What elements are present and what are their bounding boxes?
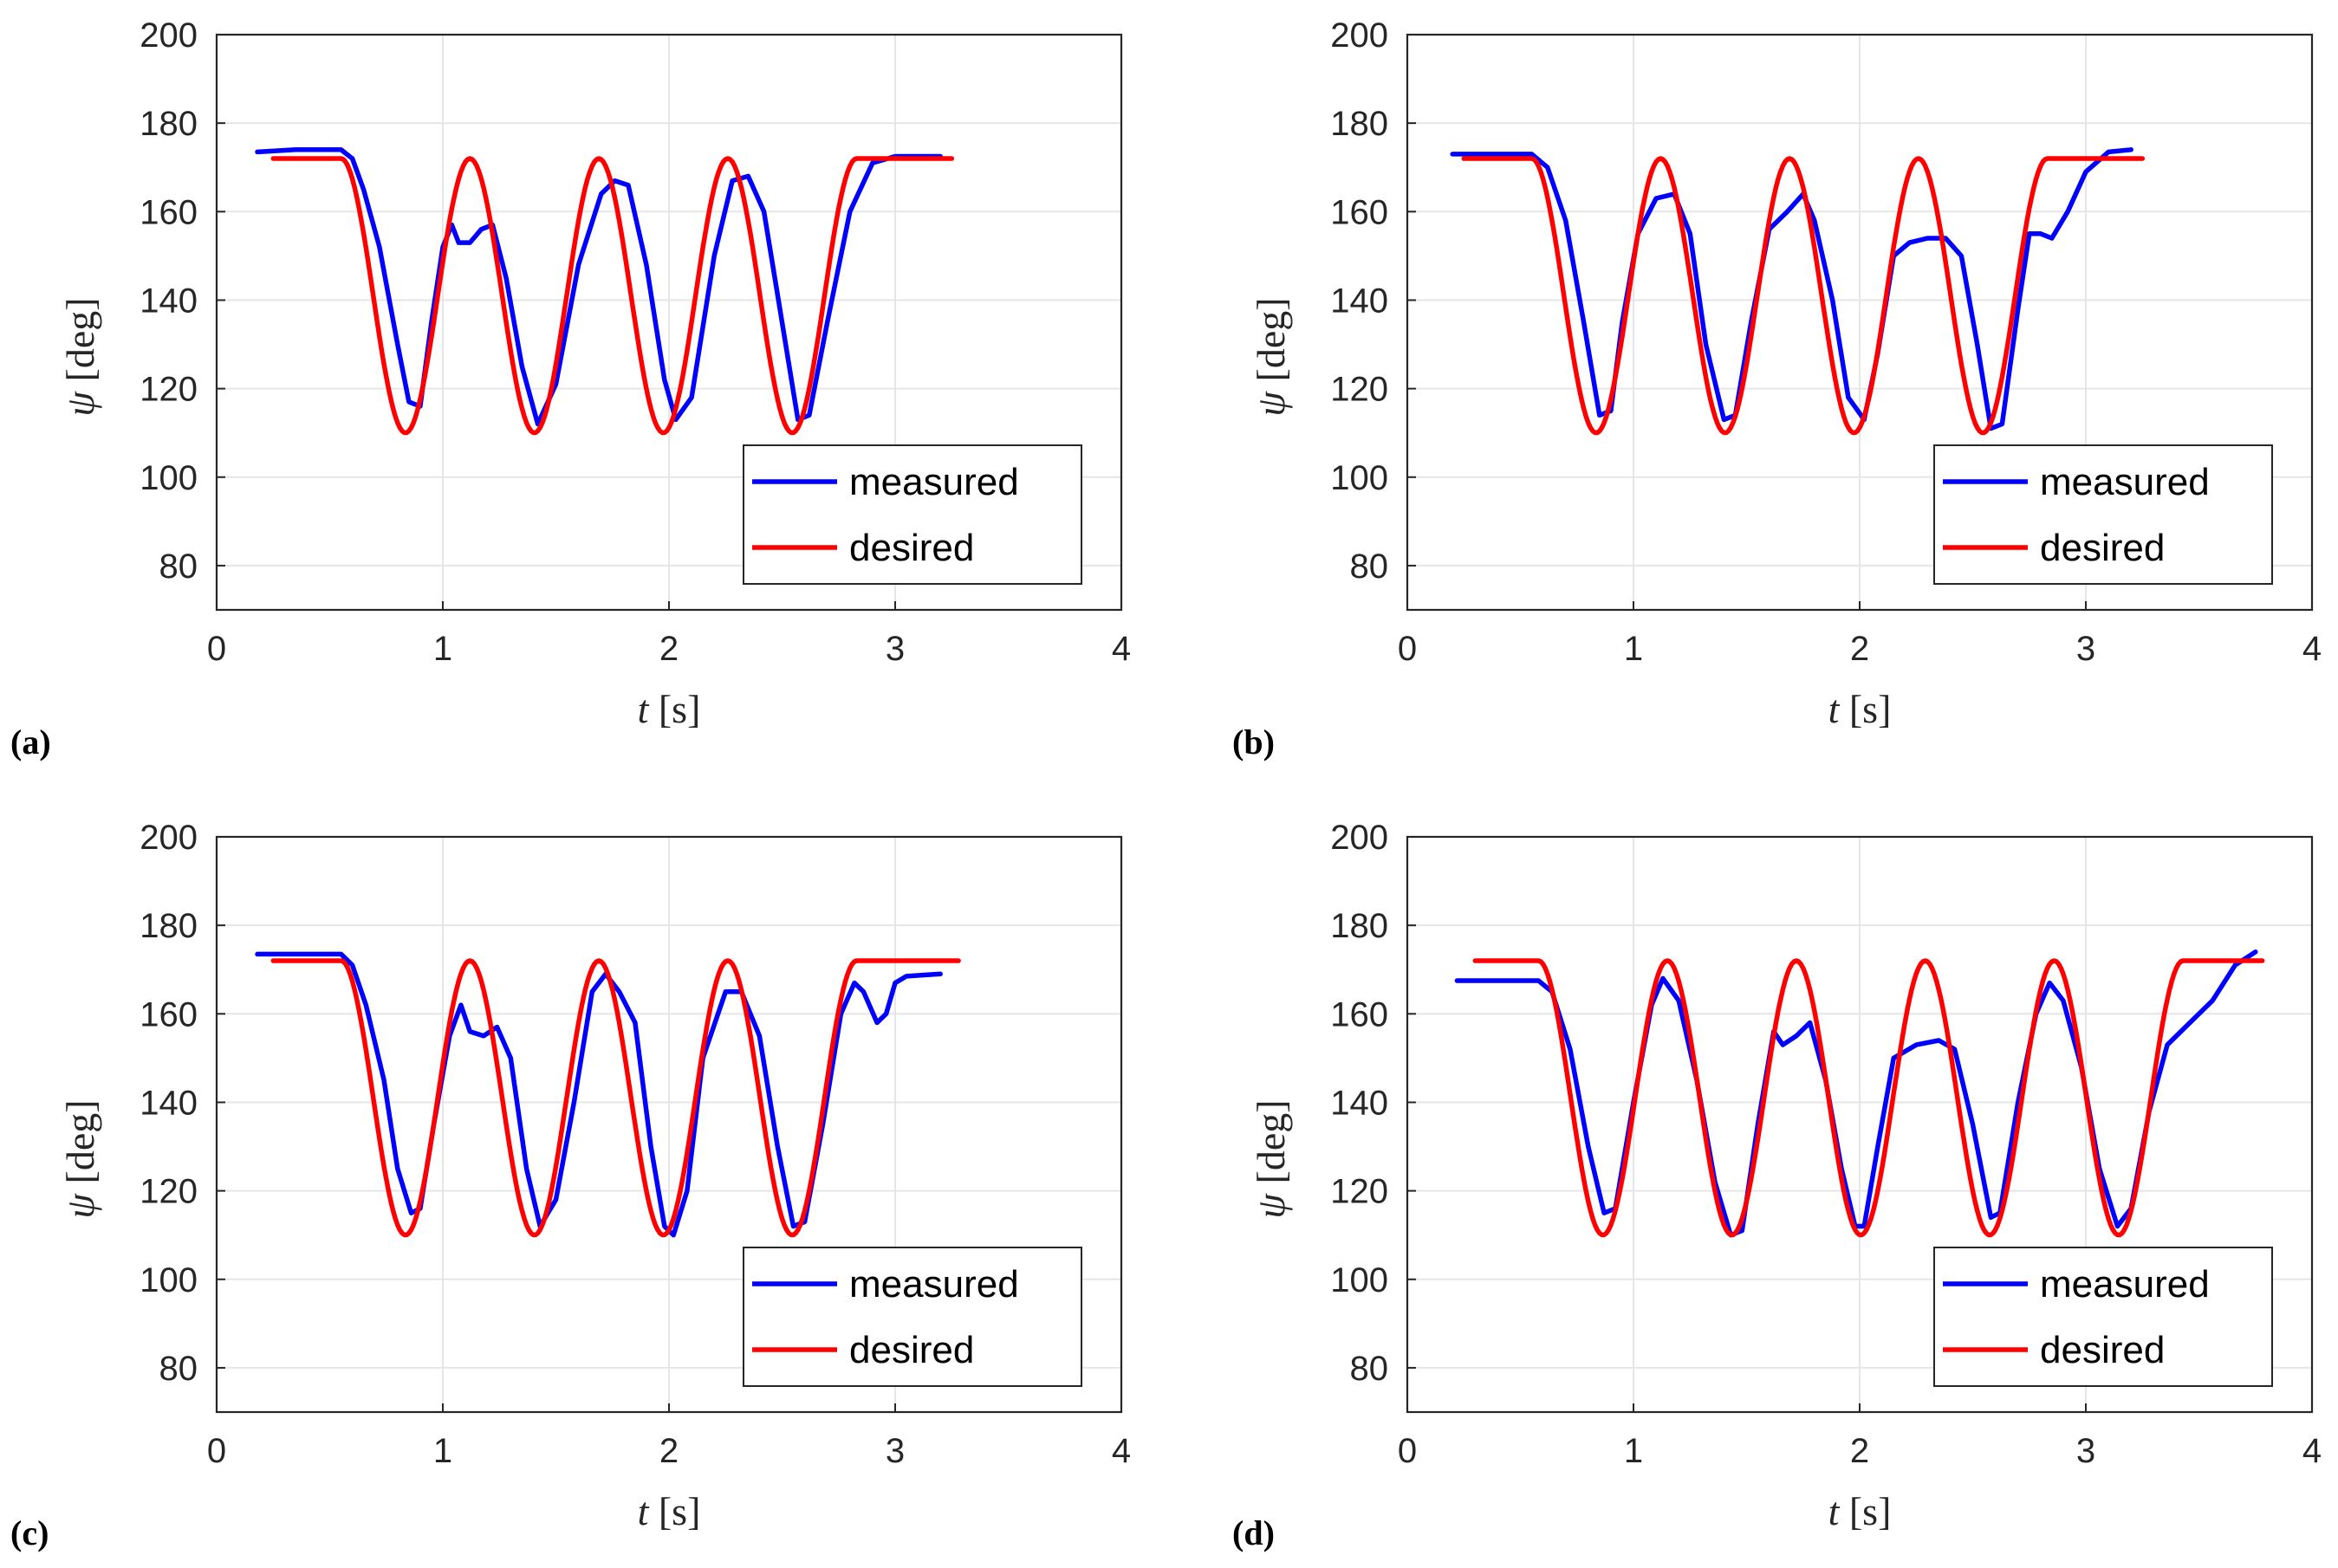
y-tick-label: 120 [1330,371,1388,409]
y-axis-label: ψ [deg] [1249,297,1293,416]
y-tick-label: 160 [140,193,198,231]
x-tick-label: 4 [2302,1432,2322,1470]
y-tick-label: 160 [1330,995,1388,1033]
legend-label-measured: measured [2040,461,2210,503]
x-tick-label: 0 [1398,1432,1417,1470]
x-tick-label: 1 [1624,630,1643,668]
x-tick-label: 2 [659,1432,679,1470]
y-axis-label: ψ [deg] [58,297,102,416]
series-desired [1461,156,2146,436]
y-axis-label: ψ [deg] [1249,1099,1293,1218]
panel-label: (c) [10,1513,49,1552]
y-tick-label: 140 [1330,282,1388,320]
y-tick-label: 180 [1330,105,1388,143]
y-tick-label: 120 [140,371,198,409]
legend-box [1933,444,2273,585]
legend-label-desired: desired [2040,1329,2165,1371]
y-tick-label: 100 [1330,1261,1388,1299]
x-tick-label: 1 [433,1432,452,1470]
x-tick-label: 4 [1112,630,1131,668]
series-desired [270,156,955,436]
y-tick-label: 140 [140,282,198,320]
x-axis-label: t [s] [638,687,701,731]
x-tick-label: 4 [1112,1432,1131,1470]
x-tick-label: 2 [1850,630,1869,668]
legend-label-desired: desired [849,527,974,569]
series-measured [255,951,943,1238]
series-measured [255,147,943,427]
x-tick-label: 3 [886,630,905,668]
legend-label-measured: measured [849,1263,1019,1306]
x-axis-label: t [s] [1828,1489,1892,1533]
series-desired [270,958,961,1238]
panel-c: 0 1 2 3 4 80 100 120 140 160 180 200 t [s] ψ [deg] mea… [10,819,1131,1552]
legend-box [743,444,1082,585]
panel-d: 0 1 2 3 4 80 100 120 140 160 180 200 t [s] ψ [deg] mea… [1232,819,2322,1552]
y-tick-label: 160 [140,995,198,1033]
y-tick-label: 180 [1330,907,1388,945]
x-tick-label: 2 [659,630,679,668]
panel-label: (a) [10,722,51,761]
y-tick-label: 140 [1330,1084,1388,1122]
panel-label: (d) [1232,1513,1275,1552]
x-axis-label: t [s] [1828,687,1892,731]
y-tick-label: 80 [159,548,198,586]
x-tick-label: 2 [1850,1432,1869,1470]
x-tick-label: 3 [2076,630,2095,668]
y-tick-label: 100 [140,1261,198,1299]
y-tick-label: 120 [1330,1173,1388,1211]
legend-box [1933,1247,2273,1387]
y-tick-label: 120 [140,1173,198,1211]
x-tick-label: 1 [1624,1432,1643,1470]
y-tick-label: 200 [140,16,198,55]
x-axis-label: t [s] [638,1489,701,1533]
series-desired [1472,958,2265,1238]
x-tick-label: 0 [207,1432,226,1470]
y-tick-label: 140 [140,1084,198,1122]
x-tick-label: 3 [886,1432,905,1470]
panel-a: 0 1 2 3 4 80 100 120 140 160 180 200 t [s] ψ [deg] mea… [10,16,1131,761]
y-axis-label: ψ [deg] [58,1099,102,1218]
x-tick-label: 0 [207,630,226,668]
y-tick-label: 180 [140,105,198,143]
y-tick-label: 80 [159,1350,198,1388]
x-tick-label: 4 [2302,630,2322,668]
y-tick-label: 200 [140,819,198,857]
legend-label-desired: desired [2040,527,2165,569]
y-tick-label: 80 [1350,1350,1389,1388]
y-tick-label: 80 [1350,548,1389,586]
y-tick-label: 200 [1330,819,1388,857]
x-tick-label: 0 [1398,630,1417,668]
legend-box [743,1247,1082,1387]
legend-label-measured: measured [849,461,1019,503]
y-tick-label: 200 [1330,16,1388,55]
y-tick-label: 100 [1330,459,1388,497]
x-tick-label: 1 [433,630,452,668]
panel-b: 0 1 2 3 4 80 100 120 140 160 180 200 t [s] ψ [deg] mea… [1232,16,2322,761]
y-tick-label: 100 [140,459,198,497]
series-measured [1450,147,2133,431]
panel-label: (b) [1232,722,1275,761]
y-tick-label: 180 [140,907,198,945]
x-tick-label: 3 [2076,1432,2095,1470]
y-tick-label: 160 [1330,193,1388,231]
legend-label-desired: desired [849,1329,974,1371]
legend-label-measured: measured [2040,1263,2210,1306]
